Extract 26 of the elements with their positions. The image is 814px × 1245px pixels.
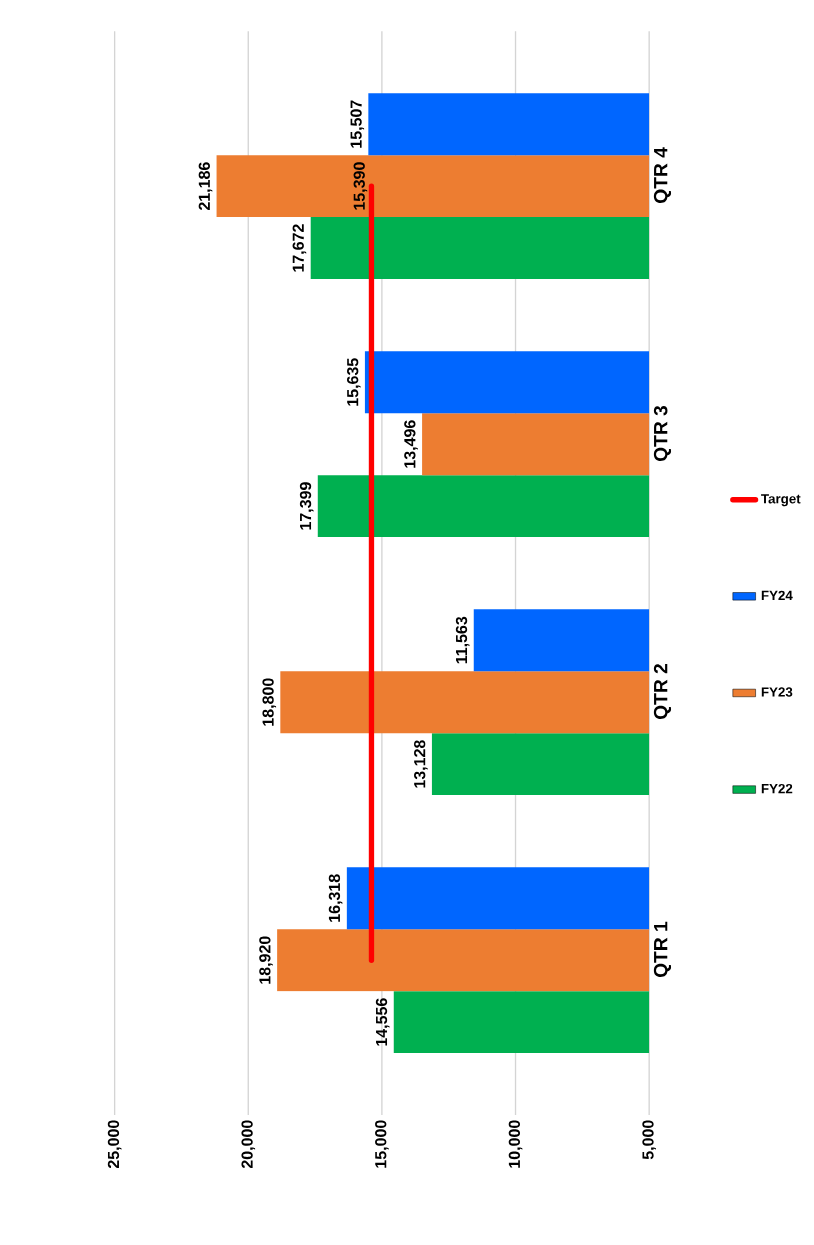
y-tick-label: QTR 2	[653, 664, 672, 720]
data-label: 11,563	[455, 616, 470, 664]
x-tick-label: 20,000	[241, 1120, 256, 1169]
data-label: 17,672	[292, 224, 307, 272]
data-label: 15,635	[347, 358, 361, 406]
data-label: 15,390	[353, 162, 368, 210]
data-label: 21,186	[198, 162, 213, 211]
data-label: 16,318	[328, 874, 343, 922]
legend-label: FY23	[761, 687, 793, 697]
y-tick-label: QTR 4	[653, 147, 672, 203]
x-tick-label: 5,000	[642, 1120, 657, 1160]
data-label: 13,128	[414, 740, 428, 788]
data-label: 18,800	[262, 678, 277, 726]
data-label: 15,507	[350, 100, 365, 148]
x-tick-label: 25,000	[107, 1120, 122, 1169]
y-tick-label: QTR 3	[653, 405, 672, 461]
data-label: 14,556	[375, 998, 390, 1046]
legend-label: FY24	[761, 590, 793, 600]
data-label: 17,399	[299, 482, 314, 530]
data-label: 18,920	[259, 936, 273, 984]
y-tick-label: QTR 1	[653, 921, 672, 978]
x-tick-label: 10,000	[508, 1120, 523, 1168]
legend-label: FY22	[761, 783, 793, 794]
data-label: 13,496	[404, 420, 418, 468]
legend-label: Target	[761, 494, 801, 507]
x-tick-label: 15,000	[375, 1120, 389, 1168]
